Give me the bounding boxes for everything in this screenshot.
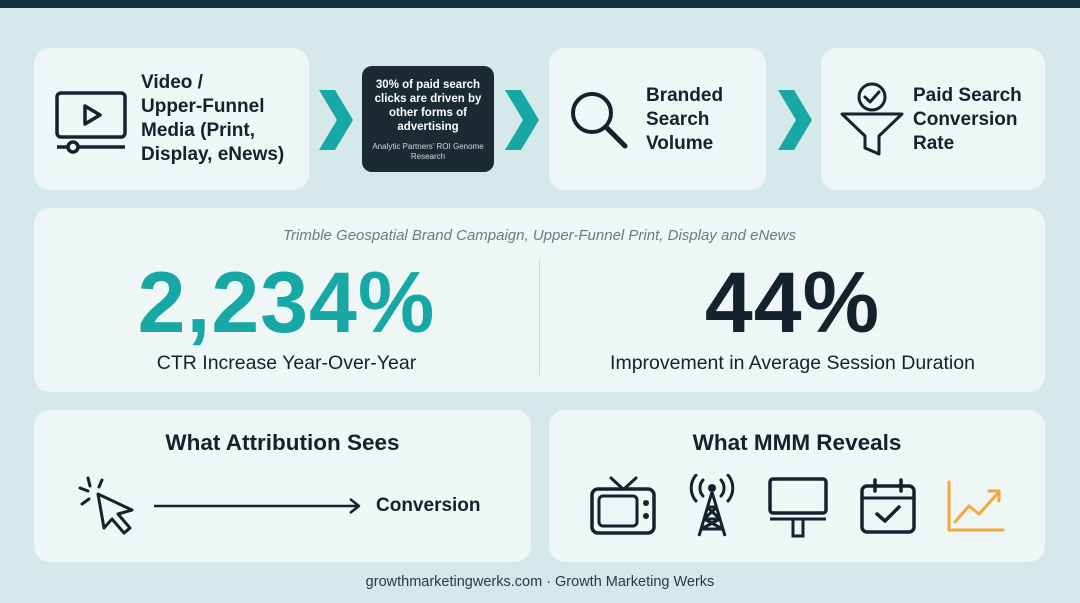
- chevron-right-icon: [319, 90, 353, 150]
- callout-source-text: Analytic Partners' ROI Genome Research: [372, 142, 484, 161]
- attribution-title: What Attribution Sees: [165, 430, 400, 455]
- step-branded-search-card: Branded Search Volume: [549, 48, 766, 190]
- stats-divider: [539, 260, 540, 375]
- click-cursor-icon: [78, 476, 134, 535]
- ctr-stat-label: CTR Increase Year-Over-Year: [156, 352, 417, 374]
- ctr-stat-value: 2,234%: [137, 255, 436, 351]
- research-callout: 30% of paid search clicks are driven by …: [362, 66, 494, 172]
- session-stat-value: 44%: [704, 255, 881, 351]
- mmm-title: What MMM Reveals: [692, 430, 902, 455]
- conversion-label: Conversion: [376, 495, 481, 516]
- step-video-title-4: Display, eNews): [141, 144, 285, 165]
- step-conversion-title-1: Paid Search: [913, 85, 1022, 106]
- step-video-title-2: Upper-Funnel: [141, 96, 265, 117]
- radio-tower-icon: [689, 474, 735, 537]
- magnifier-icon: [571, 92, 628, 149]
- step-video-title-3: Media (Print,: [141, 120, 256, 141]
- funnel-check-icon: [840, 82, 904, 156]
- step-video-title-1: Video /: [141, 72, 203, 93]
- step-branded-title-1: Branded: [646, 85, 724, 106]
- step-branded-title-2: Search: [646, 109, 710, 130]
- attribution-panel: What Attribution Sees Conversion: [34, 410, 531, 562]
- session-stat-label: Improvement in Average Session Duration: [610, 352, 975, 374]
- step-conversion-title-3: Rate: [913, 133, 955, 154]
- tv-icon: [590, 476, 656, 535]
- trend-up-icon: [947, 480, 1005, 532]
- stats-card: Trimble Geospatial Brand Campaign, Upper…: [34, 208, 1045, 392]
- callout-main-text: 30% of paid search clicks are driven by …: [374, 79, 482, 133]
- video-monitor-icon: [55, 91, 127, 154]
- step-conversion-card: Paid Search Conversion Rate: [821, 48, 1045, 190]
- step-branded-title-3: Volume: [646, 133, 714, 154]
- footer-credit: growthmarketingwerks.com · Growth Market…: [365, 574, 715, 590]
- billboard-icon: [768, 477, 828, 538]
- arrow-right-icon: [154, 498, 361, 514]
- step-conversion-title-2: Conversion: [913, 109, 1018, 130]
- stats-caption: Trimble Geospatial Brand Campaign, Upper…: [282, 227, 797, 244]
- mmm-panel: What MMM Reveals: [549, 410, 1045, 562]
- step-video-card: Video / Upper-Funnel Media (Print, Displ…: [34, 48, 309, 190]
- chevron-right-icon: [778, 90, 812, 150]
- calendar-check-icon: [860, 478, 916, 534]
- top-bar: [0, 0, 1080, 8]
- chevron-right-icon: [505, 90, 539, 150]
